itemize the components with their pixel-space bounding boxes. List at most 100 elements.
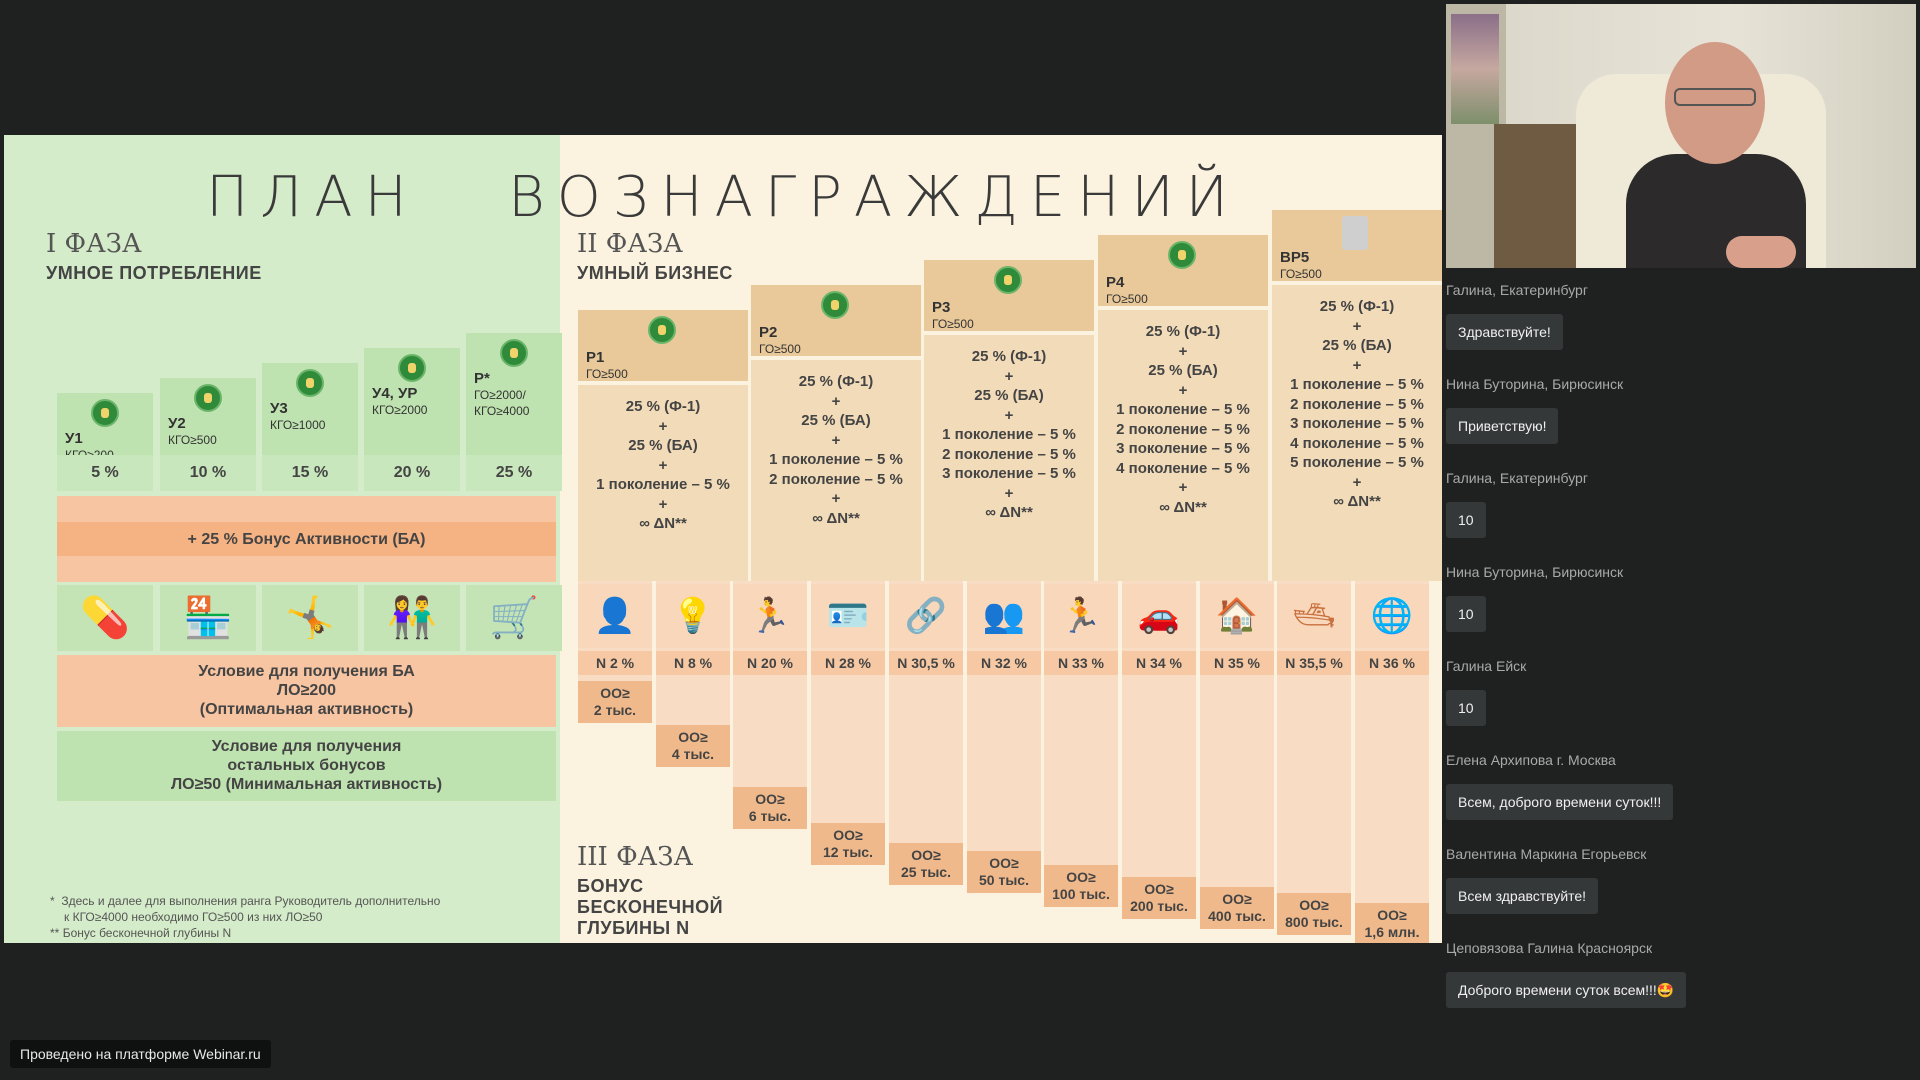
bonus-percent: N 34 % — [1122, 651, 1196, 675]
couple-icon: 👫 — [364, 585, 460, 651]
threshold-value: 200 тыс. — [1130, 898, 1188, 914]
rank-name: Р3 — [932, 299, 951, 316]
rank-label: Р1 ГО≥500 — [586, 350, 628, 382]
formula-line: 3 поколение – 5 % — [1290, 415, 1424, 432]
formula-line: 25 % (БА) — [628, 437, 698, 454]
chat-author: Нина Буторина, Бирюсинск — [1446, 564, 1624, 580]
phase3-subtitle-line: БОНУС — [577, 876, 644, 896]
chat-author: Галина, Екатеринбург — [1446, 282, 1588, 298]
rank-label: У2 КГО≥500 — [168, 416, 217, 448]
platform-badge[interactable]: Проведено на платформе Webinar.ru — [10, 1040, 271, 1068]
chat-message[interactable]: 10 — [1446, 690, 1486, 726]
formula-line: 3 поколение – 5 % — [1116, 440, 1250, 457]
chat-message[interactable]: Доброго времени суток всем!!!🤩 — [1446, 972, 1687, 1008]
rank-requirement: ГО≥2000/ — [474, 388, 526, 402]
threshold-value: 100 тыс. — [1052, 886, 1110, 902]
bonus-percent: N 8 % — [656, 651, 730, 675]
formula-line: 1 поколение – 5 % — [1116, 401, 1250, 418]
rank-label: Р2 ГО≥500 — [759, 325, 801, 357]
formula-line: ∞ ΔN** — [1333, 493, 1381, 510]
formula-line: + — [831, 392, 841, 410]
title-word-rewards: ВОЗНАГРАЖДЕНИЙ — [508, 165, 1240, 230]
threshold-label: ОО≥ — [1299, 897, 1329, 913]
rank-bonus-formula: 25 % (Ф-1) +25 % (БА) +1 поколение – 5 % + ∞… — [578, 385, 748, 581]
turnover-threshold: ОО≥ 50 тыс. — [967, 851, 1041, 893]
threshold-value: 12 тыс. — [823, 844, 873, 860]
formula-line: 25 % (БА) — [974, 387, 1044, 404]
bonus-percent: N 36 % — [1355, 651, 1429, 675]
threshold-label: ОО≥ — [600, 685, 630, 701]
rank-coin-icon — [500, 339, 528, 367]
other-bonus-condition-text: Условие для получения остальных бонусов … — [57, 737, 556, 794]
ba-condition-line: Условие для получения БА — [198, 663, 415, 680]
turnover-threshold: ОО≥ 25 тыс. — [889, 843, 963, 885]
formula-line: 2 поколение – 5 % — [942, 445, 1076, 463]
threshold-label: ОО≥ — [678, 729, 708, 745]
bonus-percent: N 2 % — [578, 651, 652, 675]
formula-line: + — [1004, 484, 1014, 502]
turnover-threshold: ОО≥ 400 тыс. — [1200, 887, 1274, 929]
threshold-value: 800 тыс. — [1285, 914, 1343, 930]
threshold-value: 4 тыс. — [671, 746, 715, 762]
rank-label: У4, УР КГО≥2000 — [372, 386, 427, 418]
threshold-label: ОО≥ — [1222, 891, 1252, 907]
threshold-label: ОО≥ — [911, 847, 941, 863]
turnover-threshold: ОО≥ 800 тыс. — [1277, 893, 1351, 935]
phase2-subtitle: УМНЫЙ БИЗНЕС — [577, 263, 733, 283]
speaker-head — [1665, 42, 1765, 164]
rank-name: Р2 — [759, 324, 778, 341]
formula-line: 2 поколение – 5 % — [769, 470, 903, 488]
footnote: * Здесь и далее для выполнения ранга Рук… — [50, 894, 441, 940]
bonus-percent: N 20 % — [733, 651, 807, 675]
chat-message[interactable]: 10 — [1446, 502, 1486, 538]
formula-line: 25 % (Ф-1) — [625, 398, 701, 415]
activity-bonus-label: + 25 % Бонус Активности (БА) — [187, 531, 426, 548]
rank-name: У1 — [65, 430, 83, 447]
chat-message[interactable]: Здравствуйте! — [1446, 314, 1563, 350]
turnover-threshold: ОО≥ 2 тыс. — [578, 681, 652, 723]
threshold-label: ОО≥ — [989, 855, 1019, 871]
rank-name: У4, УР — [372, 385, 418, 402]
formula-line: 2 поколение – 5 % — [1116, 420, 1250, 438]
formula-line: 2 поколение – 5 % — [1290, 395, 1424, 413]
rank-requirement: ГО≥500 — [932, 317, 974, 331]
chat-message[interactable]: 10 — [1446, 596, 1486, 632]
shop-icon: 🏪 — [160, 585, 256, 651]
slide-title: ПЛАН ВОЗНАГРАЖДЕНИЙ — [4, 165, 1442, 230]
chat-message[interactable]: Приветствую! — [1446, 408, 1559, 444]
pills-icon: 💊 — [57, 585, 153, 651]
ba-condition-text: Условие для получения БА ЛО≥200 (Оптимал… — [57, 662, 556, 719]
rank-card-icon — [1342, 216, 1368, 250]
formula-line: + — [1352, 317, 1362, 335]
formula-line: 1 поколение – 5 % — [942, 426, 1076, 443]
rank-label: Р* ГО≥2000/КГО≥4000 — [474, 371, 529, 419]
rank-percent: 10 % — [160, 455, 256, 491]
formula-line: + — [658, 495, 668, 513]
ba-condition-box — [57, 655, 556, 727]
formula-line: 25 % (БА) — [1322, 337, 1392, 354]
other-condition-line: ЛО≥50 (Минимальная активность) — [170, 776, 443, 793]
rank-coin-icon — [1168, 241, 1196, 269]
phase3-subtitle-line: БЕСКОНЕЧНОЙ — [577, 897, 724, 917]
speaker-hand — [1726, 236, 1796, 268]
speaker-video[interactable] — [1446, 4, 1916, 268]
rank-requirement: ГО≥500 — [1106, 292, 1148, 306]
chat-author: Елена Архипова г. Москва — [1446, 752, 1616, 768]
bonus-percent: N 35 % — [1200, 651, 1274, 675]
rank-coin-icon — [296, 369, 324, 397]
chat-message[interactable]: Всем, доброго времени суток!!! — [1446, 784, 1674, 820]
threshold-value: 400 тыс. — [1208, 908, 1266, 924]
turnover-threshold: ОО≥ 1,6 млн. — [1355, 903, 1429, 943]
chat-author: Галина, Екатеринбург — [1446, 470, 1588, 486]
rank-label: Р3 ГО≥500 — [932, 300, 974, 332]
chat-message[interactable]: Всем здравствуйте! — [1446, 878, 1599, 914]
formula-line: ∞ ΔN** — [639, 515, 687, 532]
turnover-threshold: ОО≥ 4 тыс. — [656, 725, 730, 767]
turnover-threshold: ОО≥ 6 тыс. — [733, 787, 807, 829]
footnote-line: Здесь и далее для выполнения ранга Руков… — [61, 894, 441, 908]
formula-line: 25 % (Ф-1) — [798, 373, 874, 390]
bonus-percent: N 28 % — [811, 651, 885, 675]
formula-line: ∞ ΔN** — [985, 504, 1033, 521]
rank-coin-icon — [91, 399, 119, 427]
formula-line: 1 поколение – 5 % — [596, 476, 730, 493]
